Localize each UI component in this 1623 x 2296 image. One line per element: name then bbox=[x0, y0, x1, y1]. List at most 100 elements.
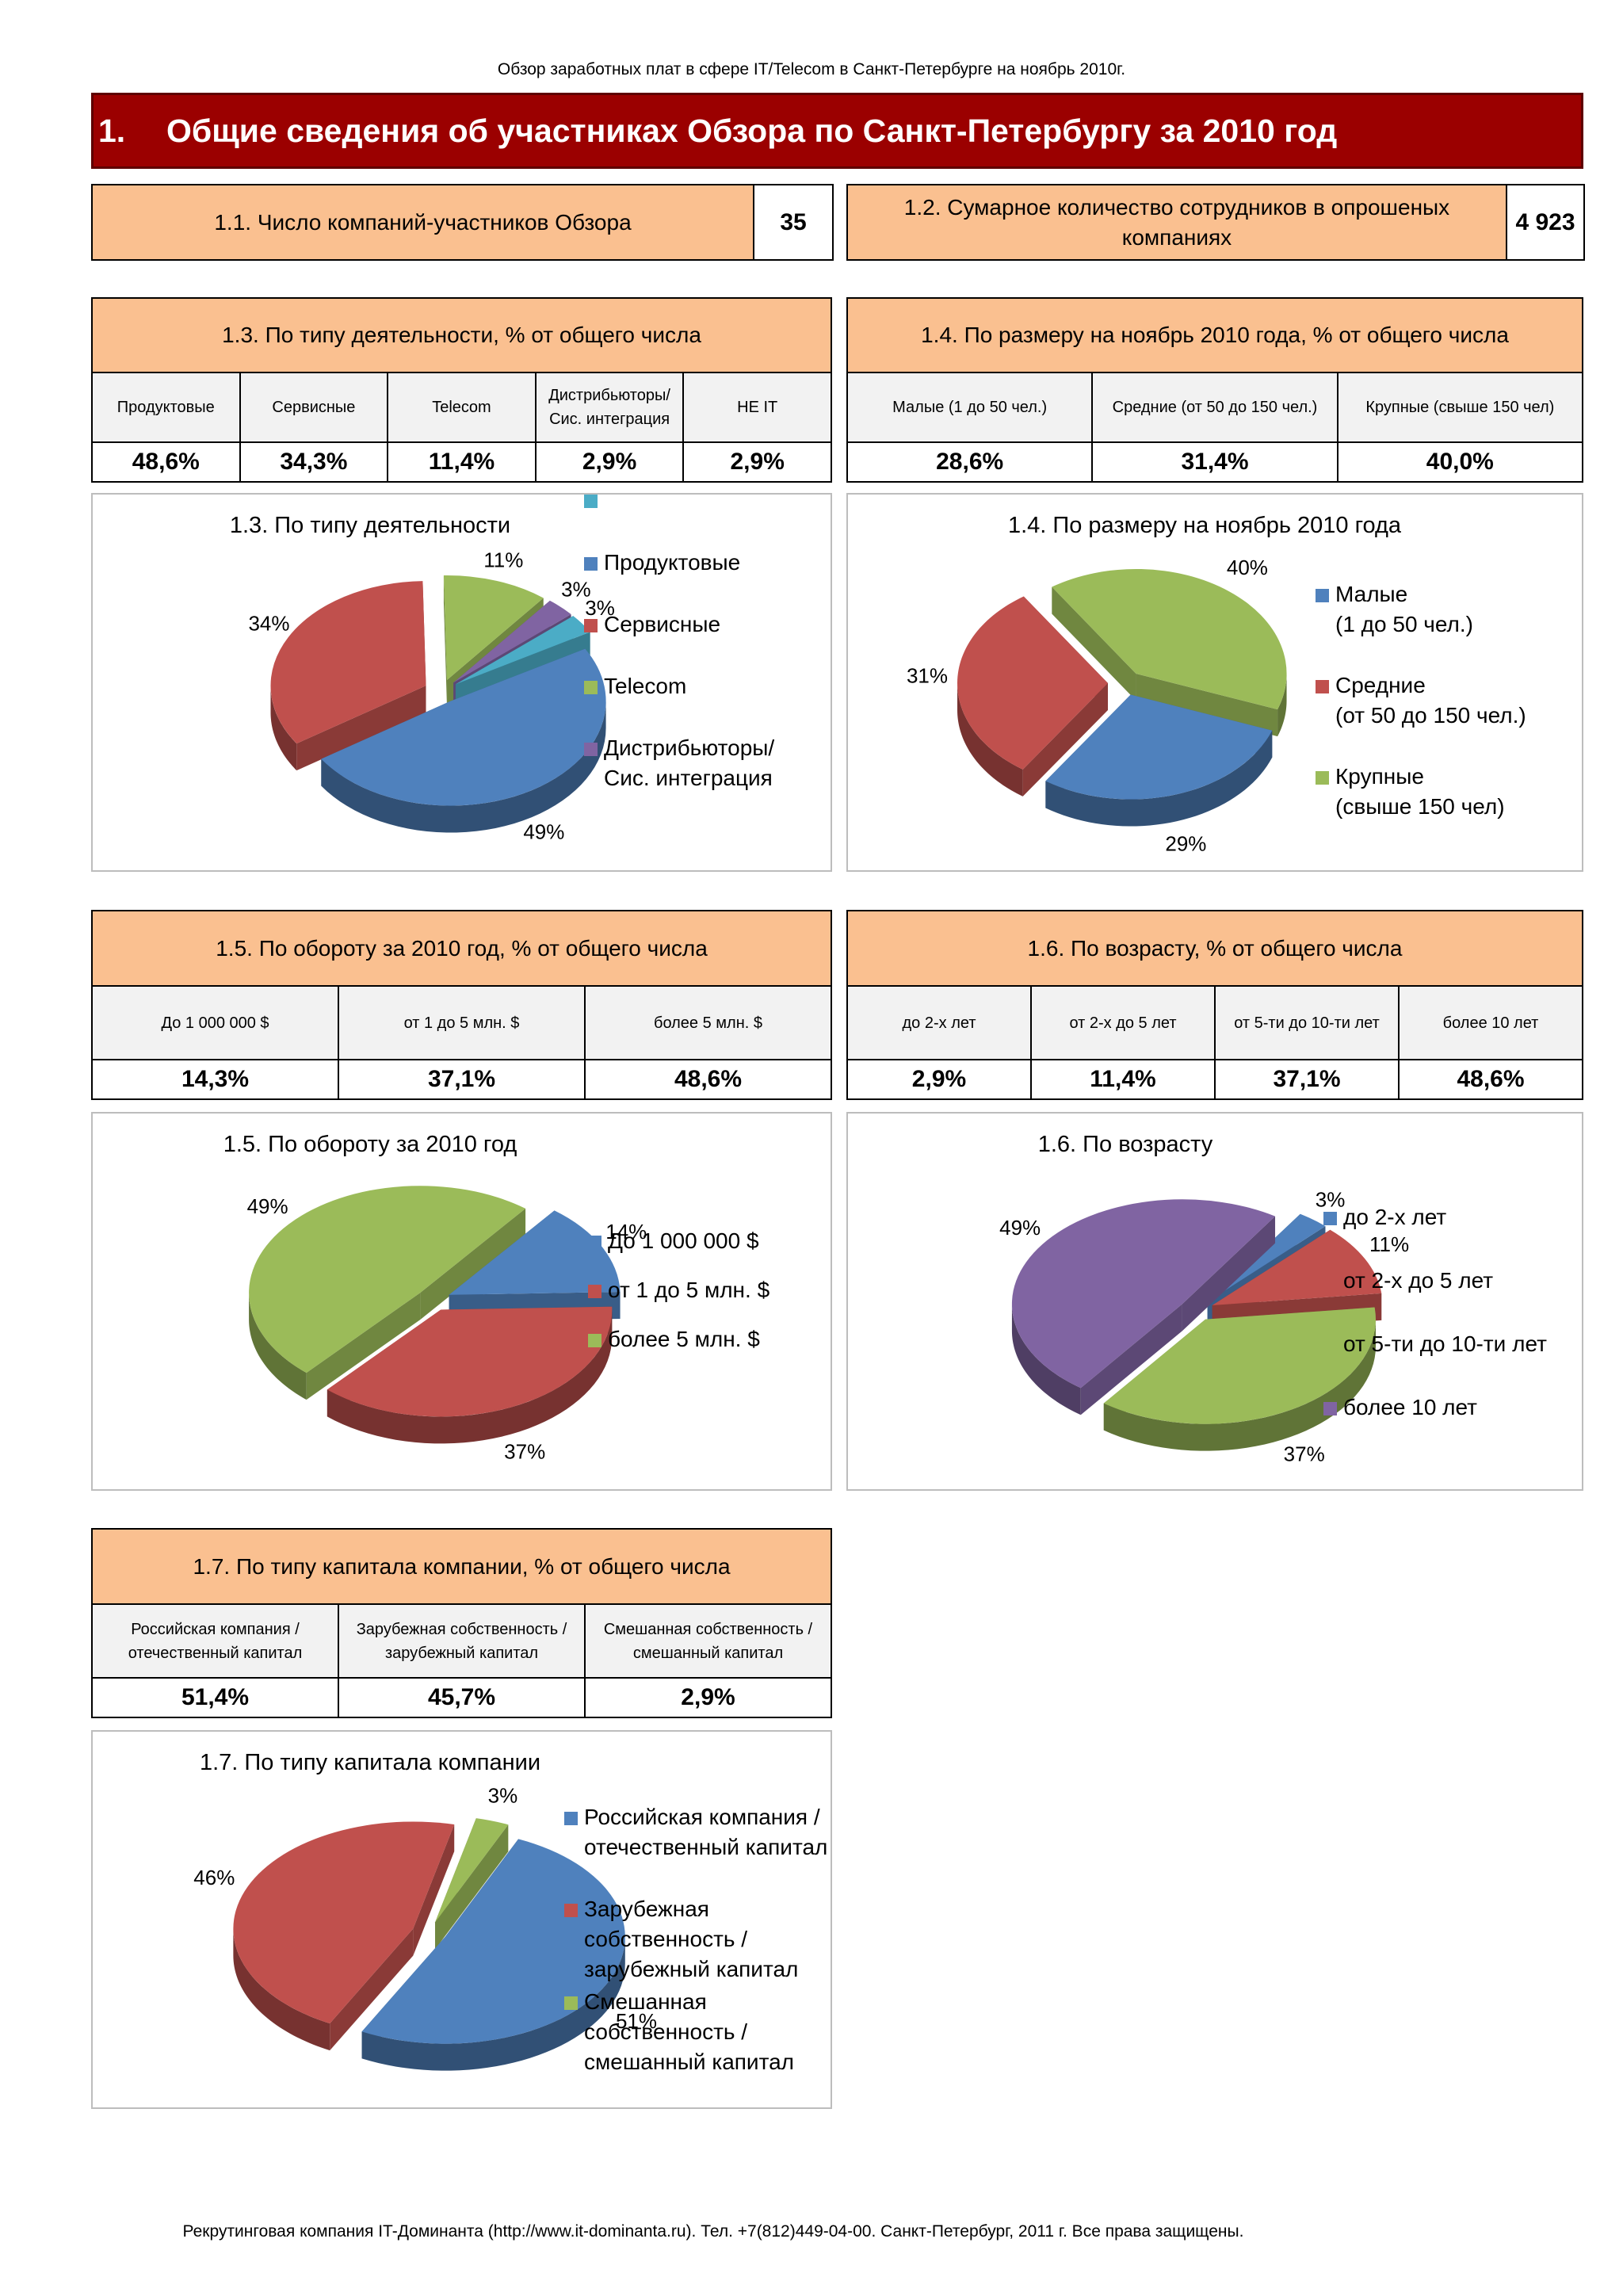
stat-employees-value: 4 923 bbox=[1506, 184, 1585, 261]
turnover-col: от 1 до 5 млн. $ bbox=[338, 985, 586, 1060]
legend-swatch bbox=[584, 743, 598, 756]
age-value: 37,1% bbox=[1214, 1059, 1400, 1100]
chart-title: 1.6. По возрасту bbox=[1038, 1132, 1213, 1157]
pie-label-от-1-до-5-млн: 37% bbox=[504, 1439, 545, 1463]
legend-item-зарубежная-собственность-зарубежный-капитал: Зарубежная собственность / зарубежный капи… bbox=[564, 1897, 798, 1981]
activity-col: Дистрибьюторы/ Сис. интеграция bbox=[534, 372, 685, 443]
legend-swatch bbox=[588, 1236, 601, 1249]
age-col: до 2-х лет bbox=[846, 985, 1032, 1060]
capital-pie-chart: 1.7. По типу капитала компании 51% 46% 3% Ро… bbox=[91, 1730, 832, 2109]
legend-label: Российская компания / отечественный капит… bbox=[584, 1805, 827, 1859]
legend-label: Средние (от 50 до 150 чел.) bbox=[1335, 673, 1526, 728]
legend-item-более-10-лет: более 10 лет bbox=[1323, 1395, 1477, 1419]
activity-col: Telecom bbox=[387, 372, 537, 443]
legend-swatch bbox=[584, 557, 598, 571]
size-col: Средние (от 50 до 150 чел.) bbox=[1091, 372, 1338, 443]
chart-title: 1.7. По типу капитала компании bbox=[200, 1750, 540, 1775]
pie-slice-смешанная-собственность-смешанный-капитал bbox=[435, 1818, 509, 1950]
activity-value: 34,3% bbox=[239, 441, 389, 483]
legend-swatch bbox=[584, 681, 598, 694]
chart-title: 1.3. По типу деятельности bbox=[230, 513, 510, 538]
legend-label: Крупные (свыше 150 чел) bbox=[1335, 764, 1505, 819]
activity-col: НЕ IT bbox=[682, 372, 832, 443]
size-value: 31,4% bbox=[1091, 441, 1338, 483]
activity-value: 48,6% bbox=[91, 441, 241, 483]
legend-item-крупные-свыше-150-чел: Крупные (свыше 150 чел) bbox=[1316, 764, 1505, 819]
capital-value: 2,9% bbox=[584, 1677, 832, 1718]
legend-swatch bbox=[588, 1334, 601, 1347]
legend-item-продуктовые: Продуктовые bbox=[584, 550, 740, 575]
legend-item-российская-компания-отечественный-капитал: Российская компания / отечественный капит… bbox=[564, 1805, 827, 1859]
pie-svg: 1.4. По размеру на ноябрь 2010 года 29% 31… bbox=[907, 513, 1526, 855]
legend-swatch bbox=[1316, 771, 1329, 785]
size-pie-chart: 1.4. По размеру на ноябрь 2010 года 29% 31… bbox=[846, 493, 1583, 872]
age-col: от 2-х до 5 лет bbox=[1030, 985, 1216, 1060]
turnover-col: более 5 млн. $ bbox=[584, 985, 832, 1060]
activity-pie-chart: 1.3. По типу деятельности 49% 34% 11% 3% 3% Пр… bbox=[91, 493, 832, 872]
legend-item-смешанная-собственность-смешанный-капитал: Смешанная собственность / смешанный капита… bbox=[564, 1989, 794, 2074]
stat-companies-label: 1.1. Число компаний-участников Обзора bbox=[91, 184, 754, 261]
legend-swatch bbox=[584, 495, 598, 508]
pie-label-от-2-х-до-5-лет: 11% bbox=[1369, 1232, 1409, 1256]
legend-label: более 5 млн. $ bbox=[608, 1327, 760, 1351]
legend-item-дистрибьюторы-сис-интеграция: Дистрибьюторы/Сис. интеграция bbox=[584, 735, 774, 790]
legend-label: Продуктовые bbox=[604, 550, 740, 575]
age-value: 48,6% bbox=[1398, 1059, 1583, 1100]
age-value: 11,4% bbox=[1030, 1059, 1216, 1100]
chart-title: 1.5. По обороту за 2010 год bbox=[223, 1132, 517, 1157]
legend-label: НЕ IT bbox=[604, 495, 661, 499]
section-title: Общие сведения об участниках Обзора по С… bbox=[166, 112, 1338, 149]
legend-label: Смешанная собственность / смешанный капита… bbox=[584, 1989, 794, 2074]
age-pie-chart: 1.6. По возрасту 3% 11% 37% 49% до 2-х лет от … bbox=[846, 1112, 1583, 1491]
stat-companies-table: 1.1. Число компаний-участников Обзора 35 bbox=[91, 184, 834, 261]
chart-title: 1.4. По размеру на ноябрь 2010 года bbox=[1008, 513, 1402, 538]
activity-table-title: 1.3. По типу деятельности, % от общего ч… bbox=[91, 297, 832, 373]
capital-col: Российская компания / отечественный капи… bbox=[91, 1603, 339, 1679]
pie-label-более-5-млн: 49% bbox=[247, 1194, 288, 1218]
legend-swatch bbox=[1323, 1402, 1337, 1415]
document-header: Обзор заработных плат в сфере IT/Telecom… bbox=[497, 60, 1126, 78]
turnover-table: 1.5. По обороту за 2010 год, % от общего… bbox=[91, 910, 832, 1100]
age-value: 2,9% bbox=[846, 1059, 1032, 1100]
pie-label-продуктовые: 49% bbox=[523, 819, 564, 843]
legend-label: До 1 000 000 $ bbox=[608, 1228, 759, 1253]
pie-label-малые-1-до-50-чел: 29% bbox=[1165, 831, 1206, 855]
activity-value: 11,4% bbox=[387, 441, 537, 483]
legend-swatch bbox=[1323, 1339, 1337, 1352]
legend-label: Telecom bbox=[604, 674, 686, 698]
legend-label: более 10 лет bbox=[1343, 1395, 1477, 1419]
age-table-title: 1.6. По возрасту, % от общего числа bbox=[846, 910, 1583, 987]
size-table: 1.4. По размеру на ноябрь 2010 года, % о… bbox=[846, 297, 1584, 483]
pie-label-зарубежная-собственность-зарубежный-капитал: 46% bbox=[193, 1866, 235, 1889]
capital-col: Зарубежная собственность / зарубежный ка… bbox=[338, 1603, 586, 1679]
pie-slice-малые-1-до-50-чел bbox=[1045, 694, 1273, 827]
legend-item-сервисные: Сервисные bbox=[584, 612, 720, 636]
legend-label: Малые (1 до 50 чел.) bbox=[1335, 582, 1473, 636]
capital-table-title: 1.7. По типу капитала компании, % от общ… bbox=[91, 1528, 832, 1605]
legend-swatch bbox=[1316, 680, 1329, 693]
pie-label-российская-компания-отечественный-капитал: 51% bbox=[616, 2009, 657, 2033]
legend-item-telecom: Telecom bbox=[584, 674, 686, 698]
legend-label: Зарубежная собственность / зарубежный капи… bbox=[584, 1897, 798, 1981]
pie-label-telecom: 11% bbox=[483, 548, 523, 571]
pie-svg: 1.7. По типу капитала компании 51% 46% 3% Ро… bbox=[193, 1750, 827, 2074]
pie-svg: 1.6. По возрасту 3% 11% 37% 49% до 2-х лет от … bbox=[999, 1132, 1547, 1465]
stat-companies-value: 35 bbox=[753, 184, 834, 261]
pie-slice-сервисные bbox=[270, 581, 426, 771]
stat-employees-table: 1.2. Сумарное количество сотрудников в о… bbox=[846, 184, 1585, 261]
legend-swatch bbox=[564, 1904, 578, 1917]
legend-item-более-5-млн: более 5 млн. $ bbox=[588, 1327, 760, 1351]
legend-item-до-2-х-лет: до 2-х лет bbox=[1323, 1205, 1446, 1229]
legend-swatch bbox=[584, 619, 598, 632]
section-banner: 1. Общие сведения об участниках Обзора п… bbox=[91, 93, 1583, 169]
size-col: Крупные (свыше 150 чел) bbox=[1336, 372, 1584, 443]
legend-label: от 1 до 5 млн. $ bbox=[608, 1278, 770, 1302]
legend-swatch bbox=[564, 1812, 578, 1825]
legend-label: Сервисные bbox=[604, 612, 720, 636]
pie-slice-крупные-свыше-150-чел bbox=[1052, 568, 1287, 737]
turnover-value: 37,1% bbox=[338, 1059, 586, 1100]
pie-label-смешанная-собственность-смешанный-капитал: 3% bbox=[488, 1784, 518, 1808]
pie-label-сервисные: 34% bbox=[248, 611, 289, 635]
legend-swatch bbox=[1316, 589, 1329, 602]
pie-label-крупные-свыше-150-чел: 40% bbox=[1227, 556, 1268, 579]
